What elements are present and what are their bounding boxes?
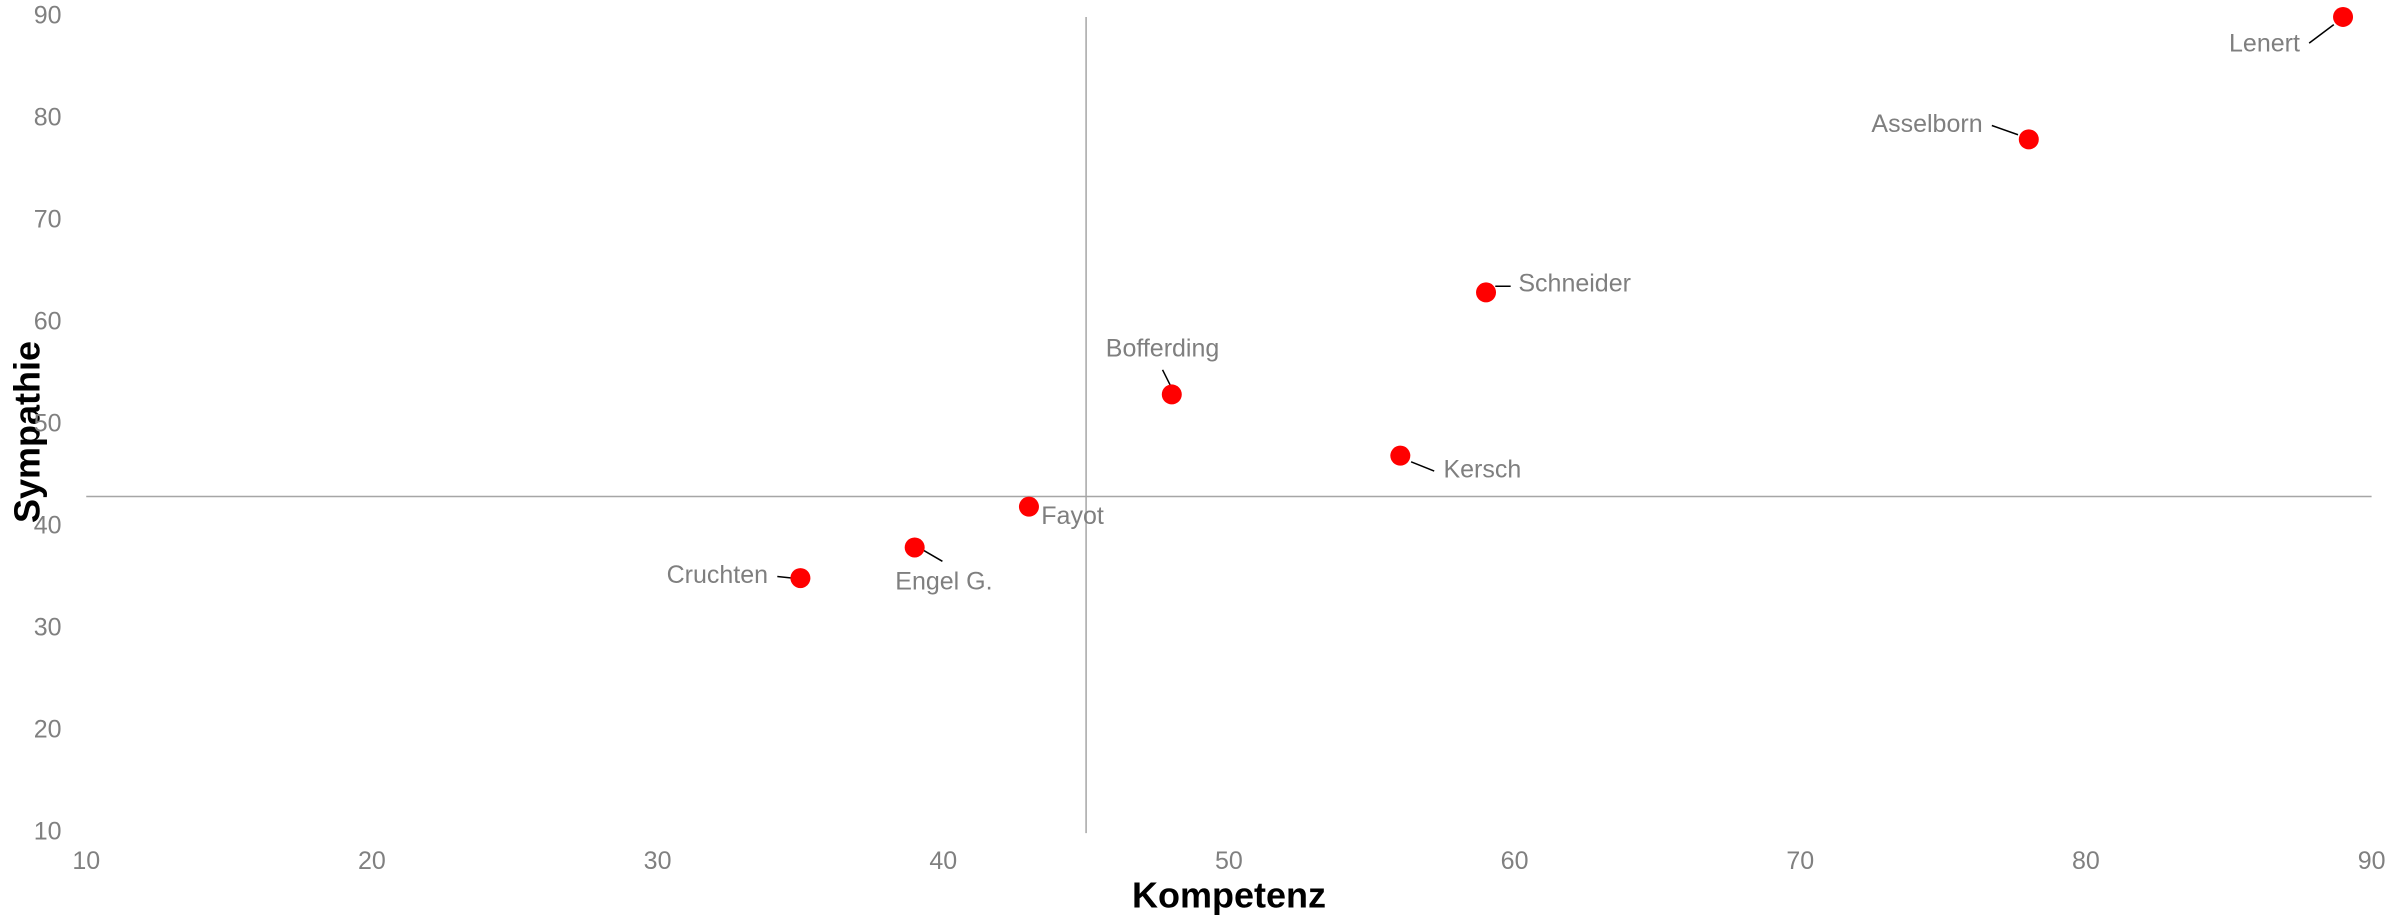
point-label: Fayot bbox=[1041, 502, 1104, 530]
x-tick-label: 50 bbox=[1215, 847, 1243, 875]
point-label: Lenert bbox=[2229, 29, 2300, 57]
point-label: Cruchten bbox=[667, 561, 768, 589]
y-axis-title: Sympathie bbox=[7, 341, 48, 523]
x-tick-label: 80 bbox=[2072, 847, 2100, 875]
point bbox=[2333, 6, 2354, 27]
x-axis-title: Kompetenz bbox=[1132, 875, 1326, 916]
point-label: Bofferding bbox=[1106, 334, 1220, 362]
y-tick-label: 80 bbox=[34, 104, 62, 132]
leader-line bbox=[1410, 461, 1435, 472]
leader-line bbox=[2308, 24, 2335, 44]
point bbox=[1476, 282, 1497, 303]
y-tick-label: 30 bbox=[34, 614, 62, 642]
y-tick-label: 90 bbox=[34, 2, 62, 30]
point bbox=[790, 568, 811, 589]
leader-line bbox=[1991, 124, 2019, 136]
point-label: Engel G. bbox=[895, 567, 992, 595]
y-tick-label: 40 bbox=[34, 512, 62, 540]
y-tick-label: 60 bbox=[34, 308, 62, 336]
x-tick-label: 70 bbox=[1786, 847, 1814, 875]
point bbox=[904, 537, 925, 558]
x-tick-label: 60 bbox=[1501, 847, 1529, 875]
leader-line bbox=[923, 549, 943, 562]
leader-line bbox=[777, 575, 793, 579]
x-tick-label: 40 bbox=[929, 847, 957, 875]
point bbox=[1018, 496, 1039, 517]
point-label: Kersch bbox=[1443, 456, 1521, 484]
point bbox=[2018, 129, 2039, 150]
y-tick-label: 20 bbox=[34, 716, 62, 744]
y-tick-label: 70 bbox=[34, 206, 62, 234]
point-label: Asselborn bbox=[1871, 110, 1982, 138]
x-tick-label: 30 bbox=[644, 847, 672, 875]
x-tick-label: 10 bbox=[72, 847, 100, 875]
point bbox=[1161, 384, 1182, 405]
point bbox=[1390, 445, 1411, 466]
y-tick-label: 10 bbox=[34, 818, 62, 846]
y-tick-label: 50 bbox=[34, 410, 62, 438]
x-tick-label: 20 bbox=[358, 847, 386, 875]
leader-line bbox=[1161, 369, 1171, 386]
x-tick-label: 90 bbox=[2358, 847, 2386, 875]
point-label: Schneider bbox=[1518, 269, 1631, 297]
